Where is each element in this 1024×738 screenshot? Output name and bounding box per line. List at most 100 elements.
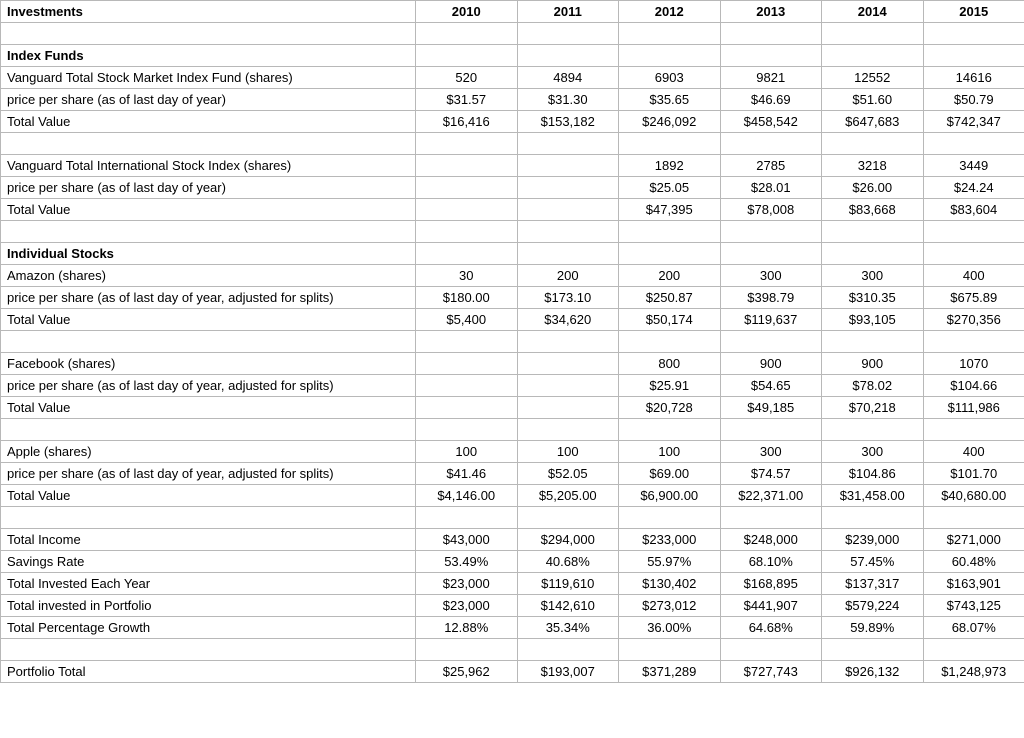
data-cell	[720, 419, 822, 441]
row-label: price per share (as of last day of year)	[1, 89, 416, 111]
data-cell: $246,092	[619, 111, 721, 133]
data-cell	[822, 133, 924, 155]
row-label: price per share (as of last day of year,…	[1, 463, 416, 485]
data-cell: $371,289	[619, 661, 721, 683]
table-row: price per share (as of last day of year,…	[1, 375, 1024, 397]
data-cell	[517, 243, 619, 265]
data-cell: 57.45%	[822, 551, 924, 573]
data-cell	[416, 639, 518, 661]
data-cell	[822, 221, 924, 243]
data-cell: 1070	[923, 353, 1024, 375]
table-row: Total invested in Portfolio$23,000$142,6…	[1, 595, 1024, 617]
data-cell	[619, 221, 721, 243]
table-row: Total Percentage Growth12.88%35.34%36.00…	[1, 617, 1024, 639]
data-cell: 800	[619, 353, 721, 375]
table-row: Total Value$5,400$34,620$50,174$119,637$…	[1, 309, 1024, 331]
data-cell	[923, 419, 1024, 441]
header-year-4: 2014	[822, 1, 924, 23]
data-cell: 400	[923, 265, 1024, 287]
table-row: price per share (as of last day of year,…	[1, 287, 1024, 309]
data-cell: $24.24	[923, 177, 1024, 199]
data-cell: $28.01	[720, 177, 822, 199]
row-label: Facebook (shares)	[1, 353, 416, 375]
table-row: price per share (as of last day of year)…	[1, 89, 1024, 111]
data-cell: $193,007	[517, 661, 619, 683]
data-cell: 300	[720, 441, 822, 463]
blank-row	[1, 23, 1024, 45]
data-cell: 3218	[822, 155, 924, 177]
data-cell: $163,901	[923, 573, 1024, 595]
data-cell	[416, 133, 518, 155]
data-cell: 4894	[517, 67, 619, 89]
data-cell	[822, 419, 924, 441]
data-cell: 2785	[720, 155, 822, 177]
row-label: Apple (shares)	[1, 441, 416, 463]
data-cell: $50.79	[923, 89, 1024, 111]
investments-table: Investments 2010 2011 2012 2013 2014 201…	[0, 0, 1024, 683]
table-row: Total Value$16,416$153,182$246,092$458,5…	[1, 111, 1024, 133]
data-cell: 900	[720, 353, 822, 375]
data-cell: $52.05	[517, 463, 619, 485]
header-year-2: 2012	[619, 1, 721, 23]
data-cell	[517, 155, 619, 177]
data-cell	[822, 23, 924, 45]
data-cell: $273,012	[619, 595, 721, 617]
blank-row	[1, 133, 1024, 155]
data-cell: $233,000	[619, 529, 721, 551]
blank-row	[1, 419, 1024, 441]
row-label: price per share (as of last day of year)	[1, 177, 416, 199]
data-cell	[416, 221, 518, 243]
data-cell	[517, 639, 619, 661]
data-cell: 60.48%	[923, 551, 1024, 573]
data-cell: $25.05	[619, 177, 721, 199]
data-cell: 68.10%	[720, 551, 822, 573]
row-label: Total Value	[1, 199, 416, 221]
row-label	[1, 507, 416, 529]
row-label: Vanguard Total International Stock Index…	[1, 155, 416, 177]
data-cell: 53.49%	[416, 551, 518, 573]
section-heading-label: Index Funds	[1, 45, 416, 67]
data-cell	[416, 177, 518, 199]
data-cell: $142,610	[517, 595, 619, 617]
data-cell: $43,000	[416, 529, 518, 551]
data-cell: 3449	[923, 155, 1024, 177]
blank-row	[1, 507, 1024, 529]
data-cell	[720, 133, 822, 155]
data-cell: $101.70	[923, 463, 1024, 485]
data-cell	[416, 419, 518, 441]
data-cell: $5,400	[416, 309, 518, 331]
data-cell	[416, 353, 518, 375]
data-cell: 14616	[923, 67, 1024, 89]
data-cell: 300	[822, 441, 924, 463]
data-cell: $31.57	[416, 89, 518, 111]
data-cell: $47,395	[619, 199, 721, 221]
row-label	[1, 419, 416, 441]
section-heading-row: Individual Stocks	[1, 243, 1024, 265]
table-row: price per share (as of last day of year)…	[1, 177, 1024, 199]
data-cell: 12552	[822, 67, 924, 89]
data-cell	[619, 639, 721, 661]
data-cell: $270,356	[923, 309, 1024, 331]
data-cell: 200	[517, 265, 619, 287]
data-cell	[416, 23, 518, 45]
data-cell: $294,000	[517, 529, 619, 551]
data-cell: $83,668	[822, 199, 924, 221]
row-label: Total Income	[1, 529, 416, 551]
data-cell: $180.00	[416, 287, 518, 309]
row-label: Savings Rate	[1, 551, 416, 573]
data-cell: $250.87	[619, 287, 721, 309]
data-cell	[720, 639, 822, 661]
data-cell: $51.60	[822, 89, 924, 111]
data-cell: 520	[416, 67, 518, 89]
data-cell: $119,637	[720, 309, 822, 331]
table-row: price per share (as of last day of year,…	[1, 463, 1024, 485]
data-cell: $46.69	[720, 89, 822, 111]
data-cell: $104.66	[923, 375, 1024, 397]
data-cell: 100	[416, 441, 518, 463]
row-label: price per share (as of last day of year,…	[1, 287, 416, 309]
row-label: Total Percentage Growth	[1, 617, 416, 639]
data-cell	[923, 221, 1024, 243]
data-cell: $458,542	[720, 111, 822, 133]
data-cell: $675.89	[923, 287, 1024, 309]
data-cell: 59.89%	[822, 617, 924, 639]
